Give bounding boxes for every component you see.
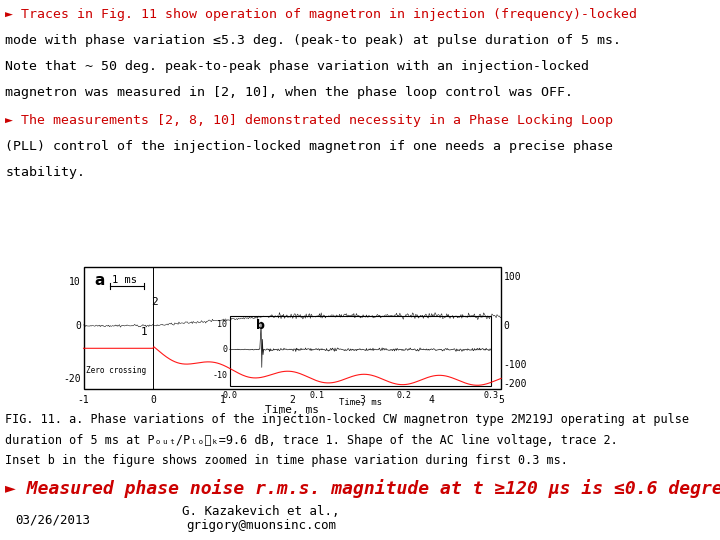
Text: ► Measured phase noise r.m.s. magnitude at t ≥120 μs is ≤0.6 degrees.: ► Measured phase noise r.m.s. magnitude … (5, 479, 720, 498)
Text: 0: 0 (504, 321, 510, 330)
Text: 03/26/2013: 03/26/2013 (16, 514, 91, 526)
Text: 0.2: 0.2 (396, 392, 411, 401)
Text: 1: 1 (141, 327, 148, 337)
Text: 3: 3 (359, 395, 365, 406)
Text: 1: 1 (220, 395, 225, 406)
Text: 1 ms: 1 ms (112, 275, 138, 286)
Text: b: b (256, 319, 265, 332)
Text: FIG. 11. a. Phase variations of the injection-locked CW magnetron type 2M219J op: FIG. 11. a. Phase variations of the inje… (5, 413, 689, 426)
Text: Time, ms: Time, ms (266, 405, 320, 415)
Text: Time, ms: Time, ms (338, 398, 382, 407)
FancyBboxPatch shape (84, 267, 501, 389)
Text: 0.0: 0.0 (222, 392, 237, 401)
Text: ► The measurements [2, 8, 10] demonstrated necessity in a Phase Locking Loop: ► The measurements [2, 8, 10] demonstrat… (5, 114, 613, 127)
Text: -10: -10 (212, 371, 227, 380)
Text: 0: 0 (75, 321, 81, 330)
Text: 0: 0 (222, 345, 227, 354)
Text: grigory@muonsinc.com: grigory@muonsinc.com (186, 519, 336, 532)
Text: 0: 0 (150, 395, 156, 406)
Text: -1: -1 (78, 395, 89, 406)
Text: 5: 5 (498, 395, 504, 406)
Text: 10: 10 (69, 277, 81, 287)
Text: 2: 2 (151, 297, 158, 307)
Text: 2: 2 (289, 395, 295, 406)
Text: Note that ~ 50 deg. peak-to-peak phase variation with an injection-locked: Note that ~ 50 deg. peak-to-peak phase v… (5, 60, 589, 73)
Text: a: a (94, 273, 104, 288)
FancyBboxPatch shape (230, 316, 491, 386)
Text: -100: -100 (504, 360, 527, 369)
Text: Zero crossing: Zero crossing (86, 366, 146, 375)
Text: magnetron was measured in [2, 10], when the phase loop control was OFF.: magnetron was measured in [2, 10], when … (5, 86, 573, 99)
Text: duration of 5 ms at Pₒᵤₜ/Pₗₒ⁣ₖ=9.6 dB, trace 1. Shape of the AC line voltage, tr: duration of 5 ms at Pₒᵤₜ/Pₗₒ⁣ₖ=9.6 dB, t… (5, 434, 618, 447)
Text: stability.: stability. (5, 166, 85, 179)
Text: G. Kazakevich et al.,: G. Kazakevich et al., (182, 505, 340, 518)
Text: Inset b in the figure shows zoomed in time phase variation during first 0.3 ms.: Inset b in the figure shows zoomed in ti… (5, 454, 568, 467)
Text: 4: 4 (428, 395, 434, 406)
Text: -20: -20 (63, 374, 81, 384)
Text: -200: -200 (504, 379, 527, 389)
Text: 0.1: 0.1 (309, 392, 324, 401)
Text: 10: 10 (217, 320, 227, 329)
Text: 100: 100 (504, 272, 521, 282)
Text: ► Traces in Fig. 11 show operation of magnetron in injection (frequency)-locked: ► Traces in Fig. 11 show operation of ma… (5, 8, 637, 21)
Text: 0.3: 0.3 (483, 392, 498, 401)
Text: mode with phase variation ≤5.3 deg. (peak-to peak) at pulse duration of 5 ms.: mode with phase variation ≤5.3 deg. (pea… (5, 34, 621, 47)
Text: (PLL) control of the injection-locked magnetron if one needs a precise phase: (PLL) control of the injection-locked ma… (5, 140, 613, 153)
